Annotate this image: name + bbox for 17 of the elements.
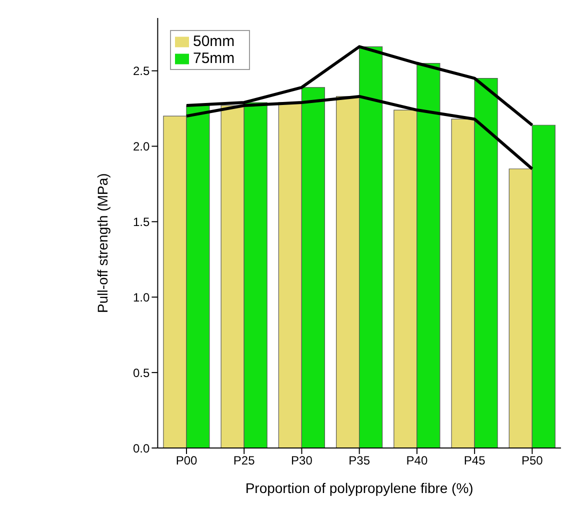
x-tick-label: P25: [233, 454, 256, 468]
y-tick-label: 1.0: [133, 290, 150, 304]
y-tick-label: 2.5: [133, 64, 150, 78]
y-tick-label: 2.0: [133, 140, 150, 154]
x-axis-title: Proportion of polypropylene fibre (%): [245, 480, 474, 496]
y-tick-label: 0.5: [133, 366, 150, 380]
y-axis-title: Pull-off strength (MPa): [94, 173, 111, 313]
legend-label: 50mm: [193, 33, 235, 50]
x-tick-label: P00: [176, 454, 198, 468]
x-tick-label: P40: [406, 454, 428, 468]
y-tick-label: 1.5: [133, 214, 150, 229]
x-tick-label: P30: [291, 454, 313, 468]
legend-label: 75mm: [193, 50, 235, 67]
y-tick-label: 0.0: [133, 441, 150, 456]
x-tick-label: P50: [522, 454, 544, 468]
x-tick-label: P35: [348, 454, 370, 468]
x-tick-label: P45: [464, 454, 486, 468]
